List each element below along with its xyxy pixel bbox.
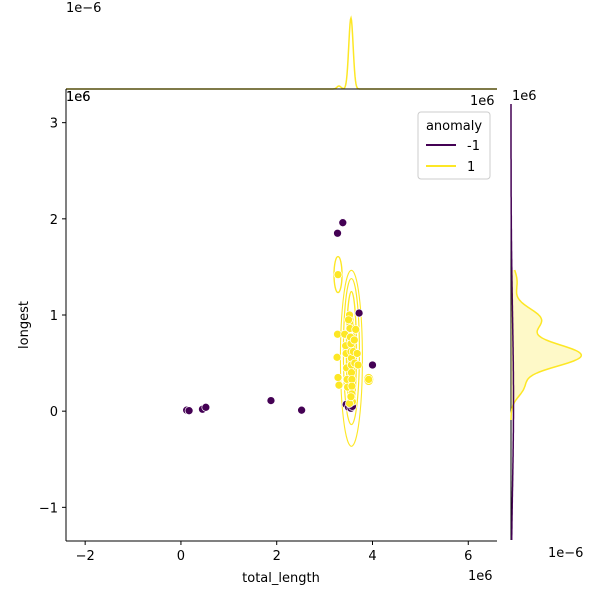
scatter-point (334, 380, 344, 390)
y-tick-label: 2 (50, 213, 58, 228)
top-marginal-offset-label: 1e−6 (66, 1, 101, 16)
right-marginal-offset-label: 1e6 (512, 89, 537, 104)
scatter-point (354, 308, 364, 318)
right-marginal-x-offset-label: 1e−6 (548, 546, 583, 561)
scatter-points (182, 218, 377, 416)
right-marginal-density: 1e6 1e−6 (510, 89, 583, 561)
legend-title: anomaly (426, 119, 482, 134)
scatter-point (364, 375, 374, 384)
legend-label-normal: 1 (467, 160, 475, 175)
x-tick-label: 4 (368, 549, 376, 564)
top-marginal-kde-curve (66, 15, 497, 90)
scatter-point (344, 315, 353, 325)
scatter-point (333, 329, 342, 339)
scatter-point (349, 335, 359, 345)
scatter-point (368, 360, 377, 370)
y-tick-label: 0 (50, 405, 58, 420)
y-tick-label: −1 (39, 501, 58, 516)
scatter-point (347, 381, 357, 391)
right-marginal-kde-curve-anomaly (510, 104, 515, 540)
scatter-point (266, 396, 276, 405)
scatter-point (332, 352, 342, 362)
x-tick-label: 6 (464, 549, 472, 564)
scatter-point (352, 349, 362, 358)
x-tick-label: 2 (273, 549, 281, 564)
scatter-point (346, 392, 356, 402)
y-axis-label: longest (17, 301, 32, 349)
scatter-point (353, 360, 363, 370)
y-offset-label: 1e6 (66, 90, 91, 105)
scatter-point (297, 405, 306, 415)
y-offset-label-right: 1e6 (470, 94, 495, 109)
scatter-point (184, 406, 194, 416)
x-ticks: −2 0 2 4 6 (76, 541, 472, 564)
scatter-point (338, 218, 348, 228)
scatter-point (333, 228, 342, 238)
right-marginal-kde-curve (510, 269, 583, 420)
x-tick-label: 0 (177, 549, 185, 564)
legend: anomaly -1 1 (417, 111, 491, 180)
y-ticks: −1 0 1 2 3 (39, 117, 66, 516)
top-marginal-x-offset-label: 1e6 (66, 90, 91, 105)
legend-label-anomaly: -1 (467, 139, 480, 154)
scatter-point (333, 270, 343, 279)
y-tick-label: 3 (50, 117, 58, 132)
top-marginal-density: 1e−6 1e6 (66, 1, 497, 105)
scatter-point (333, 373, 343, 382)
y-tick-label: 1 (50, 309, 58, 324)
x-tick-label: −2 (76, 549, 95, 564)
x-axis-label: total_length (242, 571, 320, 586)
joint-axes: −2 0 2 4 6 −1 0 1 2 3 total_length longest 1e6 1… (17, 89, 497, 586)
scatter-point (201, 402, 211, 412)
x-offset-label: 1e6 (468, 569, 493, 584)
right-marginal-kde-fill (511, 270, 582, 420)
scatter-point (351, 325, 361, 334)
